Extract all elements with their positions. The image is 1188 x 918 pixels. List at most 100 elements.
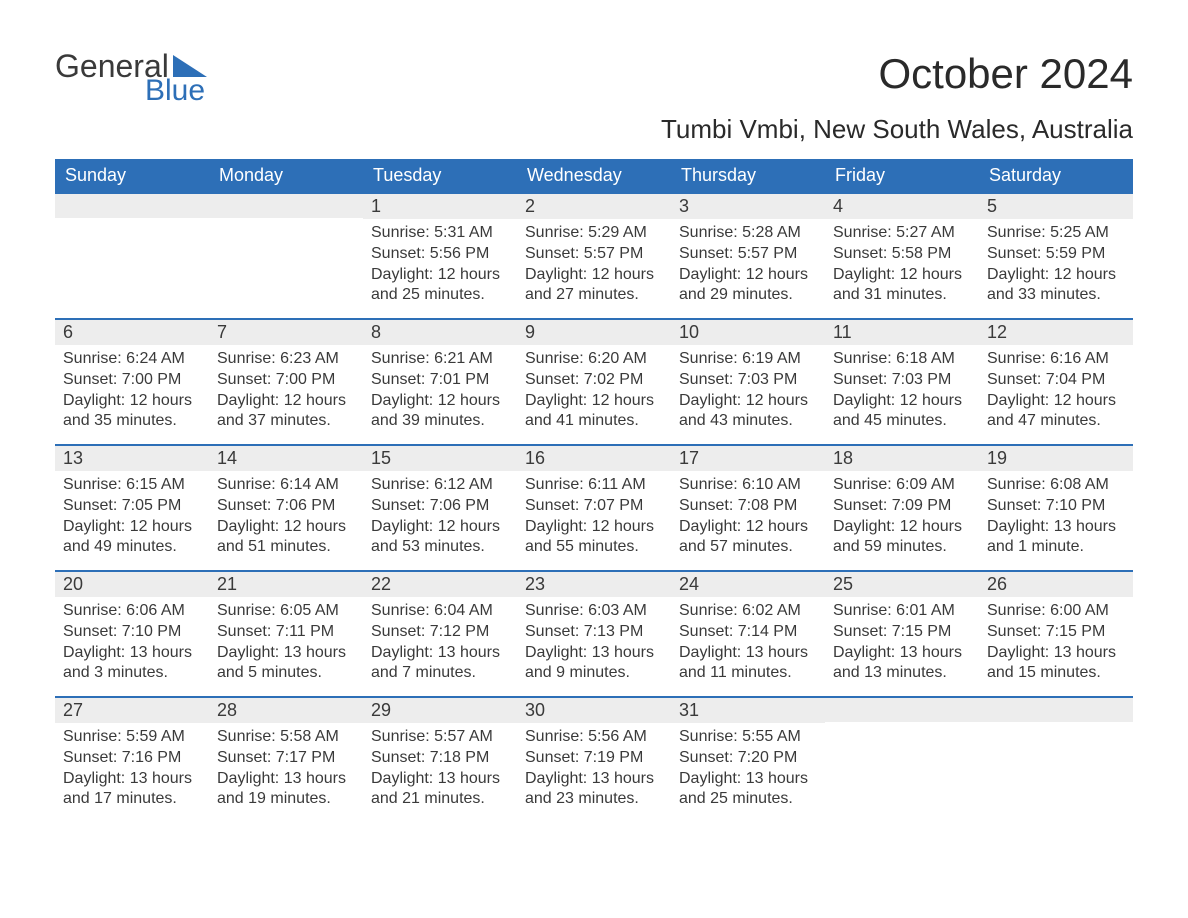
day-body: Sunrise: 6:08 AMSunset: 7:10 PMDaylight:… — [979, 471, 1133, 566]
daylight-label: Daylight: — [679, 518, 741, 535]
sunrise-label: Sunrise: — [371, 224, 430, 241]
day-body: Sunrise: 6:12 AMSunset: 7:06 PMDaylight:… — [363, 471, 517, 566]
sunrise-line: Sunrise: 5:56 AM — [525, 727, 663, 748]
sunrise-label: Sunrise: — [63, 350, 122, 367]
calendar-day-cell: 13Sunrise: 6:15 AMSunset: 7:05 PMDayligh… — [55, 444, 209, 570]
sunset-value: 7:00 PM — [276, 371, 336, 388]
daylight-label: Daylight: — [679, 770, 741, 787]
header: General Blue October 2024 — [55, 50, 1133, 106]
day-number-bar: 17 — [671, 444, 825, 471]
day-number-bar-empty — [209, 192, 363, 218]
daylight-line: Daylight: 12 hours and 27 minutes. — [525, 265, 663, 307]
sunrise-line: Sunrise: 6:00 AM — [987, 601, 1125, 622]
sunrise-line: Sunrise: 6:14 AM — [217, 475, 355, 496]
daylight-line: Daylight: 12 hours and 51 minutes. — [217, 517, 355, 559]
day-number: 29 — [371, 700, 391, 720]
sunset-line: Sunset: 7:04 PM — [987, 370, 1125, 391]
sunset-label: Sunset: — [679, 749, 733, 766]
sunset-value: 7:20 PM — [738, 749, 798, 766]
sunrise-label: Sunrise: — [679, 728, 738, 745]
sunrise-label: Sunrise: — [525, 350, 584, 367]
sunset-line: Sunset: 7:14 PM — [679, 622, 817, 643]
sunset-line: Sunset: 5:57 PM — [525, 244, 663, 265]
sunrise-line: Sunrise: 6:10 AM — [679, 475, 817, 496]
sunrise-label: Sunrise: — [525, 224, 584, 241]
daylight-line: Daylight: 13 hours and 25 minutes. — [679, 769, 817, 811]
day-number: 5 — [987, 196, 997, 216]
day-number: 7 — [217, 322, 227, 342]
daylight-label: Daylight: — [987, 266, 1049, 283]
calendar-day-cell: 31Sunrise: 5:55 AMSunset: 7:20 PMDayligh… — [671, 696, 825, 822]
day-number-bar: 3 — [671, 192, 825, 219]
sunrise-label: Sunrise: — [217, 350, 276, 367]
sunset-line: Sunset: 7:07 PM — [525, 496, 663, 517]
sunrise-line: Sunrise: 6:20 AM — [525, 349, 663, 370]
daylight-label: Daylight: — [833, 518, 895, 535]
calendar-day-cell: 9Sunrise: 6:20 AMSunset: 7:02 PMDaylight… — [517, 318, 671, 444]
day-number-bar: 31 — [671, 696, 825, 723]
sunset-line: Sunset: 7:02 PM — [525, 370, 663, 391]
sunrise-value: 5:31 AM — [434, 224, 493, 241]
sunset-label: Sunset: — [217, 497, 271, 514]
day-body: Sunrise: 6:03 AMSunset: 7:13 PMDaylight:… — [517, 597, 671, 692]
sunrise-line: Sunrise: 6:05 AM — [217, 601, 355, 622]
day-number-bar: 1 — [363, 192, 517, 219]
calendar-week-row: 13Sunrise: 6:15 AMSunset: 7:05 PMDayligh… — [55, 444, 1133, 570]
sunset-value: 7:08 PM — [738, 497, 798, 514]
sunrise-value: 6:04 AM — [434, 602, 493, 619]
day-number-bar: 7 — [209, 318, 363, 345]
sunset-value: 7:02 PM — [584, 371, 644, 388]
calendar-day-cell: 30Sunrise: 5:56 AMSunset: 7:19 PMDayligh… — [517, 696, 671, 822]
daylight-line: Daylight: 12 hours and 29 minutes. — [679, 265, 817, 307]
day-number: 3 — [679, 196, 689, 216]
day-number-bar: 27 — [55, 696, 209, 723]
sunset-value: 7:10 PM — [122, 623, 182, 640]
sunset-label: Sunset: — [833, 245, 887, 262]
day-number-bar: 14 — [209, 444, 363, 471]
sunrise-label: Sunrise: — [987, 350, 1046, 367]
daylight-line: Daylight: 12 hours and 59 minutes. — [833, 517, 971, 559]
sunset-value: 7:04 PM — [1046, 371, 1106, 388]
daylight-line: Daylight: 12 hours and 43 minutes. — [679, 391, 817, 433]
sunset-label: Sunset: — [833, 623, 887, 640]
day-number: 11 — [833, 322, 852, 342]
day-number: 31 — [679, 700, 699, 720]
calendar-day-cell: 5Sunrise: 5:25 AMSunset: 5:59 PMDaylight… — [979, 192, 1133, 318]
sunset-value: 7:19 PM — [584, 749, 644, 766]
sunrise-label: Sunrise: — [63, 728, 122, 745]
sunrise-line: Sunrise: 6:04 AM — [371, 601, 509, 622]
sunset-value: 5:58 PM — [892, 245, 952, 262]
sunrise-value: 6:14 AM — [280, 476, 339, 493]
day-body: Sunrise: 5:27 AMSunset: 5:58 PMDaylight:… — [825, 219, 979, 314]
daylight-label: Daylight: — [217, 518, 279, 535]
daylight-label: Daylight: — [217, 392, 279, 409]
day-body: Sunrise: 6:04 AMSunset: 7:12 PMDaylight:… — [363, 597, 517, 692]
sunset-line: Sunset: 7:12 PM — [371, 622, 509, 643]
sunrise-value: 6:05 AM — [280, 602, 339, 619]
day-number: 2 — [525, 196, 535, 216]
daylight-line: Daylight: 13 hours and 21 minutes. — [371, 769, 509, 811]
day-number-bar: 21 — [209, 570, 363, 597]
daylight-label: Daylight: — [525, 644, 587, 661]
day-number: 10 — [679, 322, 699, 342]
sunrise-value: 6:01 AM — [896, 602, 955, 619]
day-body: Sunrise: 5:57 AMSunset: 7:18 PMDaylight:… — [363, 723, 517, 818]
day-number-bar-empty — [825, 696, 979, 722]
sunrise-line: Sunrise: 6:09 AM — [833, 475, 971, 496]
sunrise-value: 6:09 AM — [896, 476, 955, 493]
day-number: 14 — [217, 448, 237, 468]
day-number: 13 — [63, 448, 83, 468]
day-number-bar: 28 — [209, 696, 363, 723]
daylight-label: Daylight: — [63, 392, 125, 409]
sunrise-label: Sunrise: — [987, 476, 1046, 493]
sunset-value: 7:13 PM — [584, 623, 644, 640]
daylight-label: Daylight: — [987, 644, 1049, 661]
sunrise-label: Sunrise: — [217, 476, 276, 493]
sunset-line: Sunset: 5:57 PM — [679, 244, 817, 265]
day-number-bar: 5 — [979, 192, 1133, 219]
calendar-day-cell — [825, 696, 979, 822]
day-body: Sunrise: 5:31 AMSunset: 5:56 PMDaylight:… — [363, 219, 517, 314]
sunset-value: 7:15 PM — [1046, 623, 1106, 640]
sunrise-line: Sunrise: 6:02 AM — [679, 601, 817, 622]
weekday-header: Tuesday — [363, 159, 517, 192]
